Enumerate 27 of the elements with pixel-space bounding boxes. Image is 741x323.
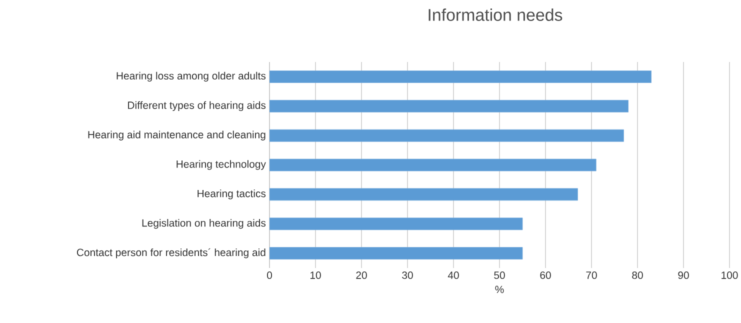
x-tick-label: 50: [494, 272, 505, 279]
y-tick-label: Different types of hearing aids: [128, 101, 266, 112]
x-tick-label: 20: [356, 272, 367, 279]
y-tick-label: Legislation on hearing aids: [142, 218, 266, 229]
bar: [270, 70, 652, 83]
bar: [270, 100, 629, 112]
y-tick-label: Hearing technology: [176, 160, 266, 170]
bar: [270, 247, 523, 260]
y-tick-label: Hearing aid maintenance and cleaning: [88, 130, 266, 140]
x-tick-label: 100: [722, 272, 738, 279]
bar: [270, 188, 578, 201]
x-tick-label: 0: [267, 272, 272, 279]
chart-title: Information needs: [428, 8, 562, 21]
x-tick-label: 70: [586, 272, 597, 279]
y-tick-label: Hearing tactics: [198, 190, 266, 200]
x-tick-label: 60: [540, 272, 551, 279]
x-tick-label: 30: [402, 272, 413, 279]
bar: [270, 158, 596, 172]
y-tick-label: Hearing loss among older adults: [116, 72, 266, 82]
x-tick-label: 10: [310, 272, 321, 279]
bar: [270, 129, 624, 142]
x-tick-label: 80: [632, 272, 643, 279]
x-axis-title: %: [495, 286, 504, 294]
x-tick-label: 90: [678, 272, 689, 279]
y-tick-label: Contact person for residents´ hearing aid: [76, 248, 266, 258]
bar: [270, 218, 523, 230]
x-tick-label: 40: [448, 272, 459, 279]
